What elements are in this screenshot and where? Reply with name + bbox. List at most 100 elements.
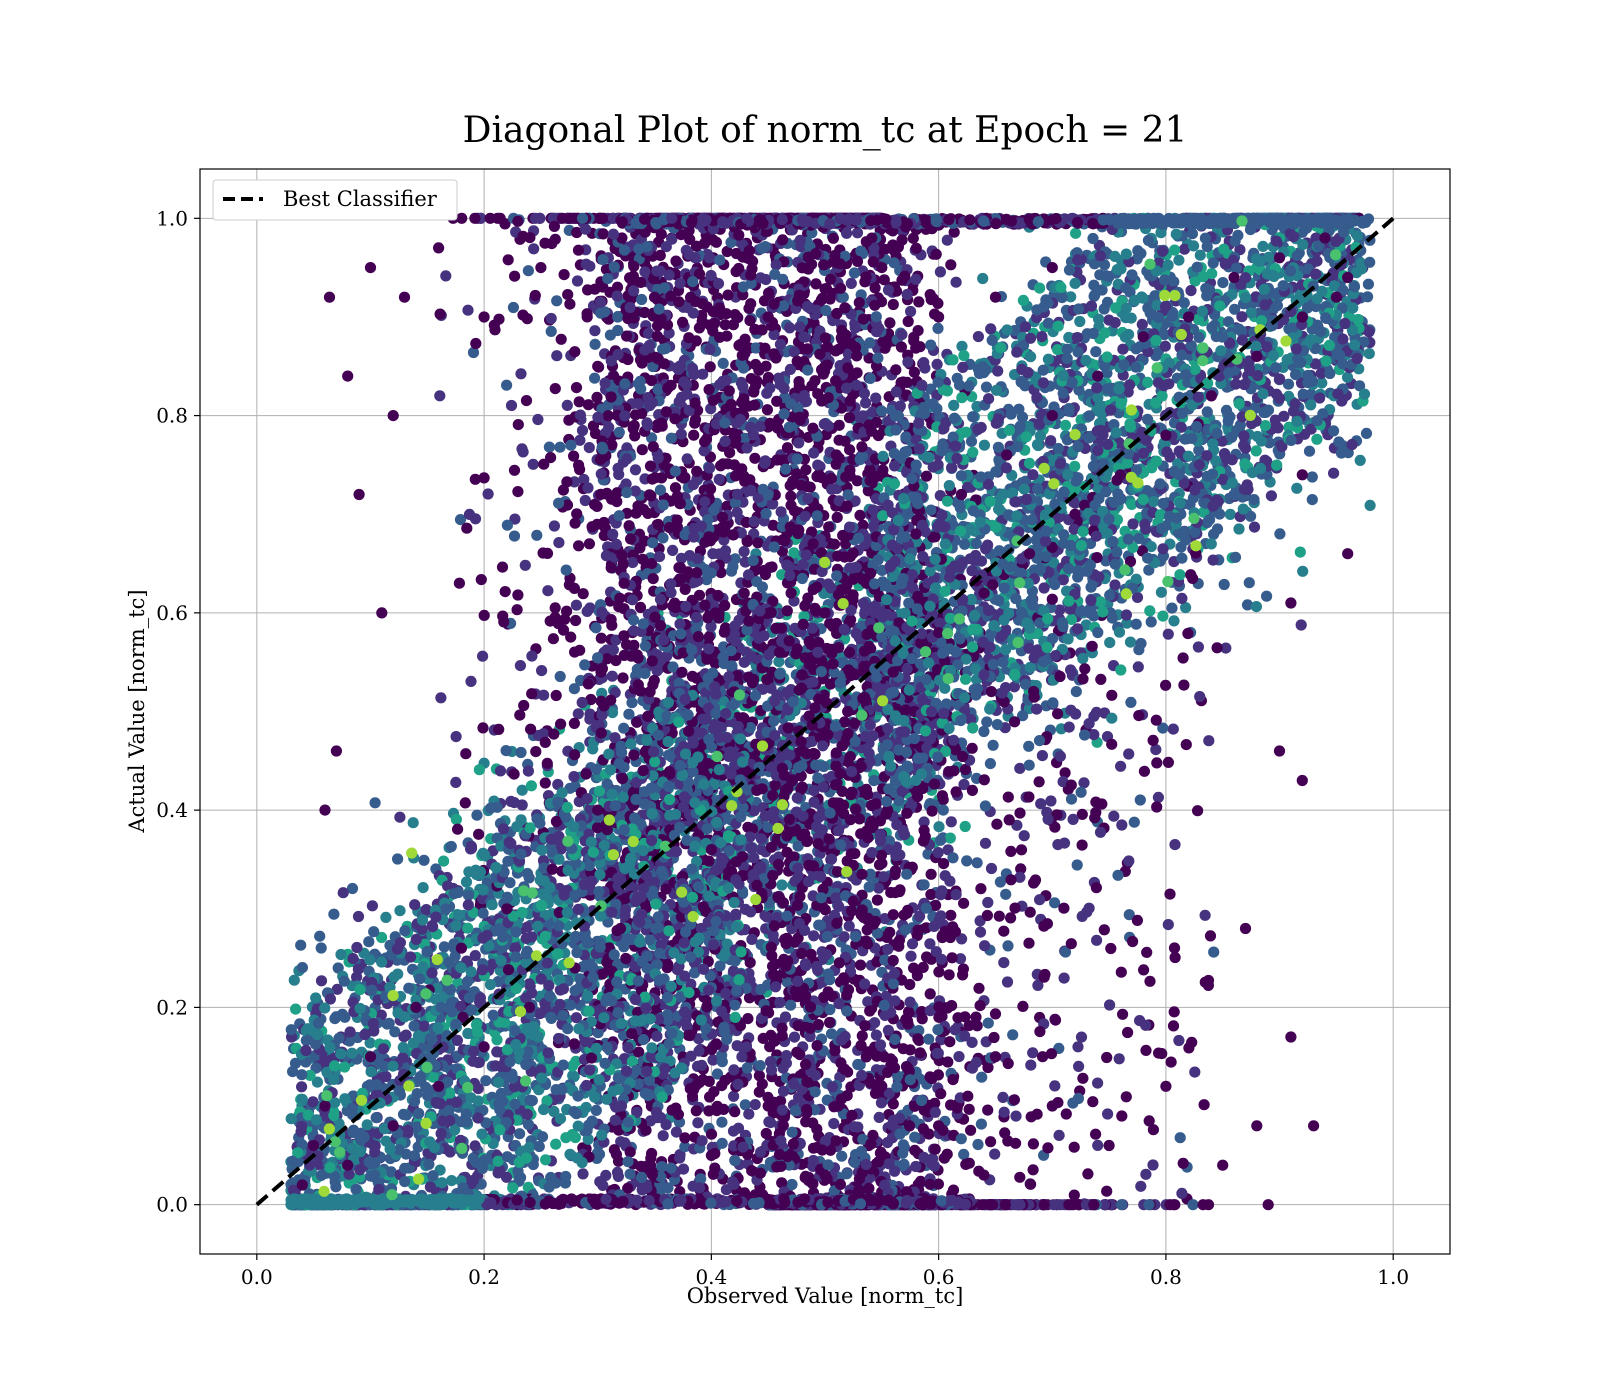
scatter-point xyxy=(1130,618,1142,630)
scatter-point xyxy=(1052,442,1064,455)
scatter-point xyxy=(705,1128,718,1140)
scatter-point xyxy=(392,853,404,865)
scatter-point xyxy=(950,276,962,288)
scatter-point xyxy=(945,909,957,921)
scatter-point xyxy=(944,832,956,844)
scatter-point xyxy=(1176,552,1188,564)
scatter-point xyxy=(515,814,527,826)
scatter-point xyxy=(864,372,876,384)
scatter-point xyxy=(337,887,349,899)
scatter-point xyxy=(589,325,601,337)
scatter-point xyxy=(296,1081,308,1093)
scatter-point xyxy=(884,317,896,329)
scatter-point xyxy=(509,1098,521,1110)
scatter-point xyxy=(311,1076,323,1088)
scatter-point xyxy=(438,855,450,867)
scatter-point xyxy=(450,813,462,826)
scatter-point xyxy=(864,719,876,731)
scatter-point xyxy=(987,739,999,751)
scatter-point xyxy=(1229,551,1242,563)
scatter-point xyxy=(1358,388,1371,400)
scatter-point xyxy=(1115,664,1127,676)
scatter-point xyxy=(1303,445,1316,457)
scatter-point xyxy=(407,817,419,829)
scatter-point xyxy=(363,936,375,948)
scatter-point xyxy=(1295,619,1307,631)
scatter-point xyxy=(1109,317,1121,329)
scatter-point xyxy=(418,1020,430,1032)
scatter-point xyxy=(1157,610,1169,622)
scatter-point xyxy=(1054,604,1066,616)
scatter-point xyxy=(742,821,754,833)
scatter-point xyxy=(290,1003,302,1015)
scatter-point xyxy=(515,746,527,759)
scatter-point xyxy=(978,439,991,451)
scatter-point xyxy=(1217,277,1229,289)
scatter-point xyxy=(471,809,483,821)
scatter-point xyxy=(1144,605,1156,617)
scatter-point xyxy=(1193,331,1205,343)
scatter-point xyxy=(1363,348,1375,360)
scatter-point xyxy=(514,1128,526,1140)
scatter-point xyxy=(1305,399,1317,411)
scatter-point xyxy=(924,289,936,301)
scatter-point xyxy=(690,1105,702,1117)
scatter-point xyxy=(352,910,365,923)
scatter-point xyxy=(1224,508,1236,520)
scatter-point xyxy=(716,1116,728,1128)
scatter-point xyxy=(364,1037,376,1049)
scatter-point xyxy=(1205,538,1217,550)
scatter-point xyxy=(446,1175,458,1187)
scatter-point xyxy=(584,708,596,720)
scatter-point xyxy=(366,900,378,912)
scatter-point xyxy=(1233,523,1245,535)
scatter-point xyxy=(749,452,761,464)
scatter-point xyxy=(1218,578,1230,591)
scatter-point xyxy=(1070,686,1082,698)
scatter-point xyxy=(1186,228,1198,240)
scatter-point xyxy=(1166,602,1178,614)
scatter-point xyxy=(352,963,364,975)
scatter-point xyxy=(1194,249,1206,261)
scatter-point xyxy=(1261,590,1273,602)
scatter-point xyxy=(288,974,300,986)
scatter-point xyxy=(1306,494,1318,506)
scatter-point xyxy=(522,765,535,777)
scatter-point xyxy=(626,697,638,709)
scatter-point xyxy=(1120,609,1132,621)
chart-title: Diagonal Plot of norm_tc at Epoch = 21 xyxy=(463,110,1188,151)
scatter-point xyxy=(491,1046,503,1058)
scatter-point xyxy=(473,764,485,776)
scatter-point xyxy=(347,953,359,965)
scatter-point xyxy=(1237,503,1249,515)
scatter-point xyxy=(368,926,380,938)
scatter-point xyxy=(1023,457,1036,469)
scatter-point xyxy=(1104,637,1116,649)
scatter-point xyxy=(1092,444,1104,456)
scatter-point xyxy=(1090,706,1103,719)
scatter-point xyxy=(587,743,599,755)
scatter-point xyxy=(1362,278,1374,290)
scatter-point xyxy=(1265,490,1277,502)
scatter-point xyxy=(1306,471,1318,483)
scatter-point xyxy=(1271,300,1283,312)
scatter-point xyxy=(1248,521,1261,533)
scatter-point xyxy=(753,1086,765,1098)
scatter-point xyxy=(1070,227,1082,239)
scatter-point xyxy=(1148,496,1160,508)
scatter-point xyxy=(417,882,429,894)
scatter-point xyxy=(1341,371,1354,383)
scatter-point xyxy=(1168,615,1180,627)
scatter-point xyxy=(1155,586,1167,598)
scatter-point xyxy=(554,670,566,683)
scatter-point xyxy=(1207,554,1219,566)
scatter-point xyxy=(1364,499,1376,511)
scatter-point xyxy=(1185,285,1197,297)
scatter-point xyxy=(1173,254,1185,266)
scatter-point xyxy=(1074,315,1086,328)
scatter-point xyxy=(1250,601,1262,613)
scatter-point xyxy=(552,778,564,791)
scatter-point xyxy=(479,849,491,861)
scatter-point xyxy=(376,931,388,944)
scatter-point xyxy=(1346,438,1358,451)
